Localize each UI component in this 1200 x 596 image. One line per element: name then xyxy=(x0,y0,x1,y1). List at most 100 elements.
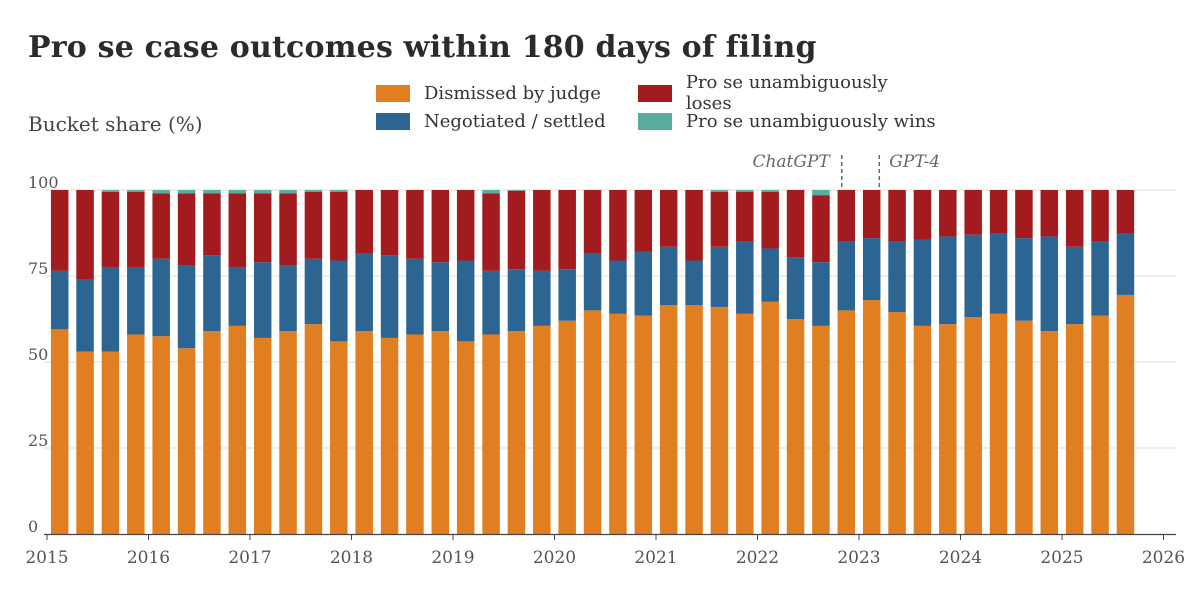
bar-30-series-0 xyxy=(812,325,830,534)
bar-14-series-2 xyxy=(406,190,424,259)
bar-27-series-2 xyxy=(736,191,754,242)
bar-16-series-1 xyxy=(456,260,475,342)
bar-7-series-0 xyxy=(228,325,247,534)
bar-24-series-1 xyxy=(659,246,678,306)
bar-33-series-0 xyxy=(888,312,906,534)
bar-18-series-2 xyxy=(507,190,526,270)
bar-3-series-0 xyxy=(127,334,145,534)
chart-title: Pro se case outcomes within 180 days of … xyxy=(28,30,817,65)
bar-36-series-1 xyxy=(964,234,982,318)
legend-item-wins: Pro se unambiguously wins xyxy=(638,110,938,132)
legend-label-dismissed: Dismissed by judge xyxy=(424,82,601,104)
bar-5-series-0 xyxy=(177,348,196,534)
bar-26-series-2 xyxy=(710,191,729,247)
bar-4-series-2 xyxy=(152,193,170,259)
bar-22-series-2 xyxy=(609,190,627,261)
bar-14-series-1 xyxy=(406,258,424,335)
legend-swatch-dismissed xyxy=(376,84,410,102)
bar-17-series-1 xyxy=(482,270,500,335)
bar-12-series-1 xyxy=(355,253,373,332)
bar-2-series-0 xyxy=(101,351,120,534)
bar-5-series-2 xyxy=(177,193,196,266)
bar-16-series-0 xyxy=(456,341,475,534)
bar-8-series-3 xyxy=(253,190,272,194)
bar-4-series-3 xyxy=(152,190,170,194)
x-tick-label-2025: 2025 xyxy=(1040,548,1083,568)
bar-18-series-0 xyxy=(507,331,526,534)
bar-38-series-0 xyxy=(1015,320,1033,534)
bar-40-series-1 xyxy=(1065,246,1084,325)
bar-1-series-1 xyxy=(76,279,94,352)
bar-7-series-1 xyxy=(228,267,247,326)
bar-23-series-0 xyxy=(634,315,653,534)
y-tick-label-25: 25 xyxy=(28,431,48,450)
bar-37-series-1 xyxy=(989,233,1008,314)
bar-4-series-1 xyxy=(152,258,170,337)
bar-27-series-1 xyxy=(736,241,754,314)
bar-14-series-0 xyxy=(406,334,424,534)
bar-29-series-0 xyxy=(786,319,805,534)
bar-38-series-2 xyxy=(1015,190,1033,239)
bar-13-series-2 xyxy=(380,190,399,256)
x-tick-label-2023: 2023 xyxy=(837,548,880,568)
bar-35-series-1 xyxy=(939,236,957,325)
bar-39-series-1 xyxy=(1040,236,1059,332)
y-tick-label-0: 0 xyxy=(28,517,38,536)
bar-19-series-1 xyxy=(533,270,551,326)
bar-6-series-3 xyxy=(203,190,221,194)
bar-9-series-2 xyxy=(279,193,297,266)
x-tick-label-2020: 2020 xyxy=(533,548,576,568)
bar-17-series-3 xyxy=(482,190,500,194)
bar-41-series-1 xyxy=(1091,241,1109,316)
bar-42-series-0 xyxy=(1116,294,1135,534)
bar-10-series-3 xyxy=(304,190,323,192)
bar-10-series-0 xyxy=(304,324,323,534)
x-tick-label-2024: 2024 xyxy=(939,548,982,568)
bar-15-series-2 xyxy=(431,190,450,263)
bar-41-series-0 xyxy=(1091,315,1109,534)
bar-21-series-0 xyxy=(583,310,602,534)
bar-24-series-2 xyxy=(659,190,678,247)
bar-0-series-1 xyxy=(50,270,69,330)
bars xyxy=(50,190,1135,534)
bar-4-series-0 xyxy=(152,336,170,534)
bar-23-series-2 xyxy=(634,190,653,252)
bar-24-series-0 xyxy=(659,305,678,534)
bar-1-series-0 xyxy=(76,351,94,534)
y-ticks: 0 25 50 75 100 xyxy=(28,173,59,536)
y-axis-label: Bucket share (%) xyxy=(28,112,203,136)
bar-11-series-3 xyxy=(330,190,348,192)
bar-28-series-1 xyxy=(761,248,779,302)
bar-9-series-3 xyxy=(279,190,297,194)
bar-37-series-0 xyxy=(989,313,1008,534)
bar-25-series-1 xyxy=(685,260,703,306)
y-tick-label-50: 50 xyxy=(28,345,48,364)
bar-22-series-1 xyxy=(609,260,627,314)
y-tick-label-100: 100 xyxy=(28,173,59,192)
annotation-label-0: ChatGPT xyxy=(752,152,831,172)
bar-2-series-3 xyxy=(101,190,120,192)
bar-12-series-0 xyxy=(355,331,373,534)
bar-26-series-0 xyxy=(710,306,729,534)
bar-19-series-2 xyxy=(533,190,551,271)
bar-29-series-1 xyxy=(786,257,805,319)
bar-8-series-0 xyxy=(253,337,272,534)
bar-1-series-2 xyxy=(76,190,94,280)
bar-32-series-0 xyxy=(862,300,881,534)
legend: Dismissed by judge Pro se unambiguously … xyxy=(376,72,938,132)
bar-20-series-1 xyxy=(558,269,576,321)
bar-34-series-0 xyxy=(913,325,932,534)
bar-21-series-1 xyxy=(583,253,602,311)
bar-13-series-1 xyxy=(380,255,399,338)
bar-9-series-1 xyxy=(279,265,297,332)
bar-11-series-2 xyxy=(330,191,348,261)
legend-swatch-negotiated xyxy=(376,112,410,130)
x-tick-label-2015: 2015 xyxy=(25,548,68,568)
bar-6-series-1 xyxy=(203,255,221,332)
bar-38-series-1 xyxy=(1015,238,1033,321)
x-tick-label-2022: 2022 xyxy=(736,548,779,568)
bar-28-series-0 xyxy=(761,301,779,534)
bar-25-series-0 xyxy=(685,305,703,534)
legend-label-loses: Pro se unambiguously loses xyxy=(685,72,888,114)
bar-2-series-1 xyxy=(101,267,120,352)
